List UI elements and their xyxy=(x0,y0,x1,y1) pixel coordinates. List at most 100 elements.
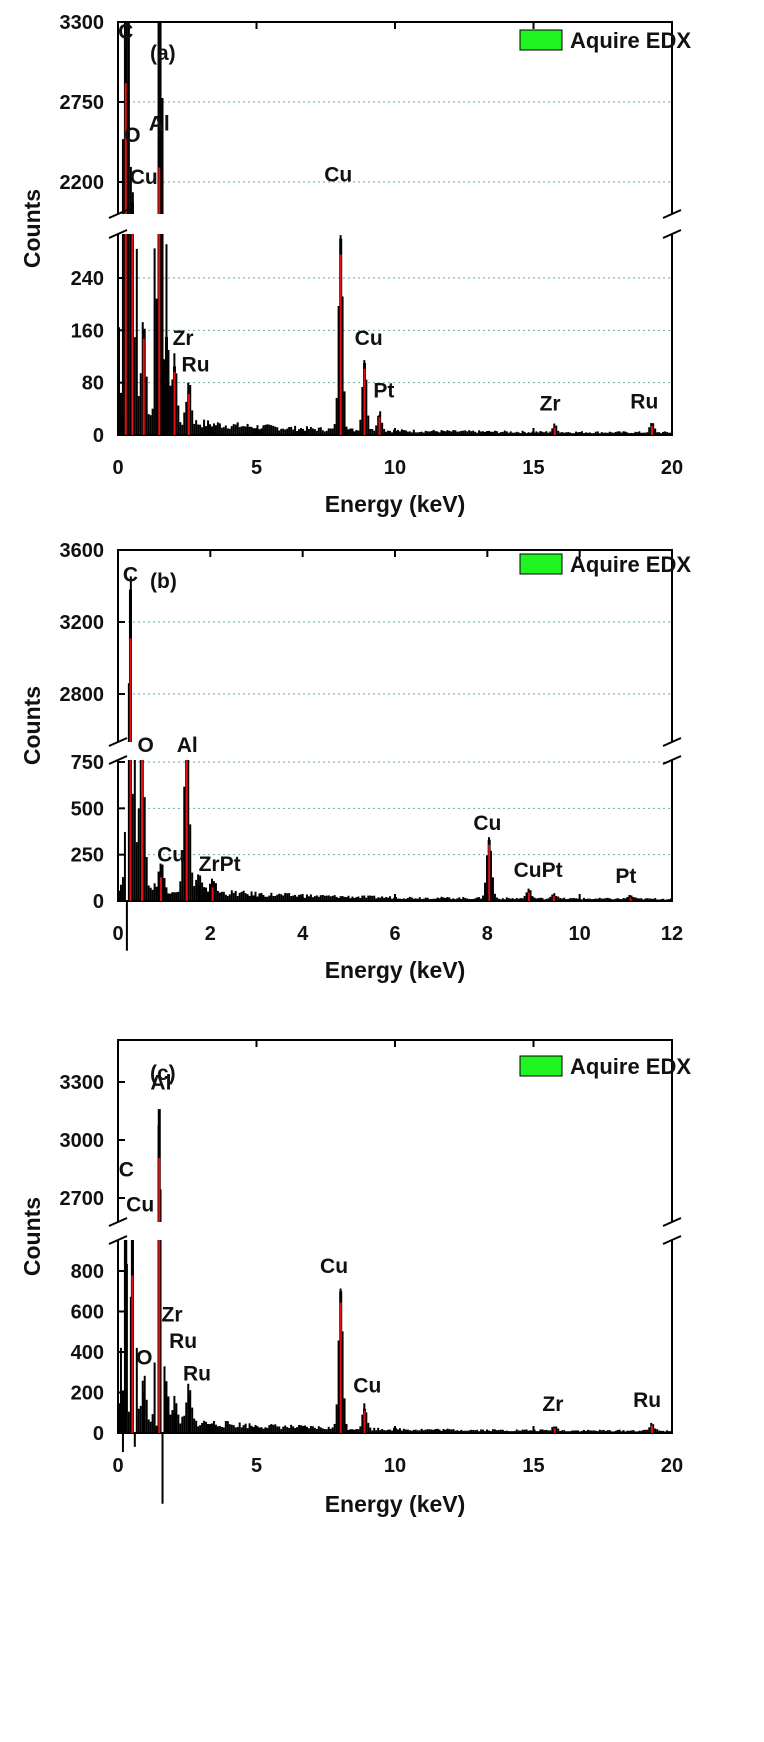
x-tick-label: 10 xyxy=(384,1455,406,1477)
legend-swatch xyxy=(519,1055,563,1077)
peak-label: O xyxy=(136,1346,152,1369)
x-tick-label: 5 xyxy=(251,1455,262,1477)
y-tick-label: 160 xyxy=(71,320,104,342)
x-tick-label: 4 xyxy=(297,923,309,945)
legend-swatch xyxy=(519,553,563,575)
peak-label: C xyxy=(119,1158,134,1181)
y-tick-label: 2700 xyxy=(60,1188,105,1210)
x-tick-label: 2 xyxy=(205,923,216,945)
y-tick-label: 0 xyxy=(93,425,104,447)
peak-label: C xyxy=(123,564,138,587)
peak-label: Al xyxy=(150,1071,171,1094)
axis-break-mark xyxy=(662,209,682,219)
peak-label: Cu xyxy=(355,327,383,350)
panel-label: (a) xyxy=(150,42,176,65)
legend: Aquire EDX xyxy=(519,1054,691,1079)
peak-label: Ru xyxy=(182,353,210,376)
y-tick-label: 3200 xyxy=(60,612,105,634)
x-tick-label: 15 xyxy=(522,457,544,479)
plot-frame xyxy=(117,549,673,902)
peak-label: Cu xyxy=(130,166,158,189)
peak-label: Al xyxy=(177,734,198,757)
peak-label: Ru xyxy=(633,1389,661,1412)
peak-label: Al xyxy=(149,112,170,135)
axis-break-mark xyxy=(662,1217,682,1227)
y-tick-label: 240 xyxy=(71,268,104,290)
peak-label: Ru xyxy=(169,1330,197,1353)
peak-label: Cu xyxy=(353,1375,381,1398)
y-tick-label: 80 xyxy=(82,373,104,395)
panel-label: (b) xyxy=(150,570,177,593)
y-tick-label: 500 xyxy=(71,798,104,820)
peak-label: Cu xyxy=(157,843,185,866)
peak-label: O xyxy=(138,734,154,757)
x-tick-label: 8 xyxy=(482,923,493,945)
peak-label: Cu xyxy=(126,1193,154,1216)
y-tick-label: 600 xyxy=(71,1302,104,1324)
y-tick-label: 2800 xyxy=(60,684,105,706)
peak-label: Zr xyxy=(173,327,194,350)
axis-break-mark xyxy=(108,1235,128,1245)
y-tick-label: 3300 xyxy=(60,1072,105,1094)
axis-break-gap xyxy=(112,214,678,234)
chart-panel-a: 0 80 160 240 2200 2750 3300 0 5 10 15 20 Energy (keV… xyxy=(19,12,691,517)
x-tick-label: 0 xyxy=(112,923,123,945)
axis-break-mark xyxy=(108,1217,128,1227)
y-tick-label: 3000 xyxy=(60,1130,105,1152)
x-tick-label: 10 xyxy=(569,923,591,945)
y-tick-label: 0 xyxy=(93,1423,104,1445)
legend-swatch xyxy=(519,29,563,51)
peak-label: O xyxy=(124,124,140,147)
x-tick-label: 20 xyxy=(661,457,683,479)
peak-label: CuPt xyxy=(514,859,563,882)
x-tick-label: 0 xyxy=(112,1455,123,1477)
peak-label: C xyxy=(118,21,133,44)
y-tick-label: 400 xyxy=(71,1342,104,1364)
legend-label: Aquire EDX xyxy=(570,28,691,53)
x-tick-label: 12 xyxy=(661,923,683,945)
y-tick-label: 0 xyxy=(93,891,104,913)
y-tick-label: 3300 xyxy=(60,12,105,34)
y-tick-label: 750 xyxy=(71,752,104,774)
axis-break-mark xyxy=(662,229,682,239)
axis-break-mark xyxy=(108,755,128,765)
y-axis-title: Counts xyxy=(19,189,45,268)
peak-label: Cu xyxy=(473,812,501,835)
chart-panel-c: 0 200 400 600 800 2700 3000 3300 0 5 10 15 20 Energy … xyxy=(19,1039,691,1517)
axis-break-mark xyxy=(108,209,128,219)
axis-break-mark xyxy=(108,737,128,747)
x-tick-label: 0 xyxy=(112,457,123,479)
y-tick-label: 2200 xyxy=(60,172,105,194)
chart-panel-b: 0 250 500 750 2800 3200 3600 0 2 4 6 8 10 12 Energy (k… xyxy=(19,540,691,983)
x-axis-title: Energy (keV) xyxy=(325,957,466,983)
peak-label: Ru xyxy=(183,1362,211,1385)
legend-label: Aquire EDX xyxy=(570,1054,691,1079)
y-axis-title: Counts xyxy=(19,686,45,765)
panel-label: (c) xyxy=(150,1062,176,1085)
x-axis-title: Energy (keV) xyxy=(325,491,466,517)
legend: Aquire EDX xyxy=(519,552,691,577)
peak-label: Zr xyxy=(162,1304,183,1327)
peak-label: Ru xyxy=(630,391,658,414)
axis-break-mark xyxy=(662,1235,682,1245)
peak-label: Zr xyxy=(542,1393,563,1416)
axis-break-gap xyxy=(112,1222,678,1240)
axis-break-mark xyxy=(662,755,682,765)
legend-label: Aquire EDX xyxy=(570,552,691,577)
peak-label: Cu xyxy=(320,1255,348,1278)
peak-label: Pt xyxy=(615,865,636,888)
spectrum xyxy=(117,576,673,951)
peak-label: ZrPt xyxy=(199,853,241,876)
axis-break-gap xyxy=(112,742,678,760)
x-tick-label: 10 xyxy=(384,457,406,479)
x-tick-label: 15 xyxy=(522,1455,544,1477)
axis-break-mark xyxy=(662,737,682,747)
y-tick-label: 200 xyxy=(71,1383,104,1405)
x-tick-label: 5 xyxy=(251,457,262,479)
x-tick-label: 20 xyxy=(661,1455,683,1477)
y-tick-label: 2750 xyxy=(60,92,105,114)
x-tick-label: 6 xyxy=(389,923,400,945)
peak-label: Zr xyxy=(540,393,561,416)
legend: Aquire EDX xyxy=(519,28,691,53)
